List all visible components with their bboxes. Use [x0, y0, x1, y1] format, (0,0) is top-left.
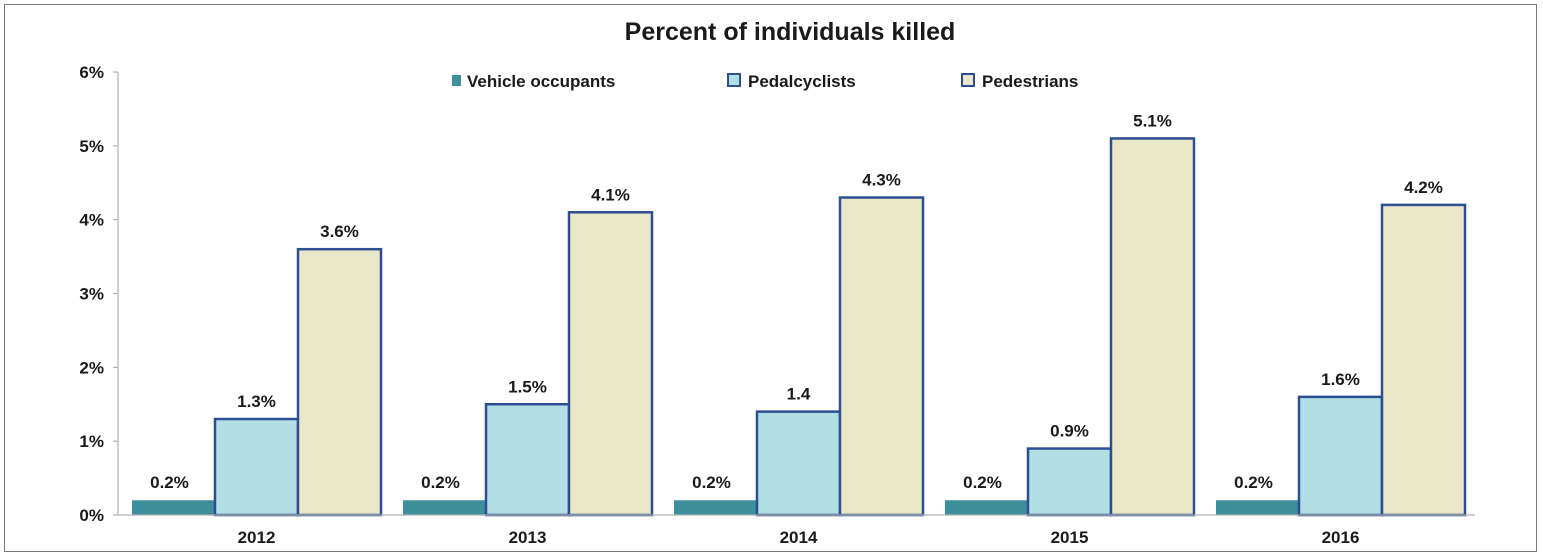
legend-label: Pedalcyclists — [748, 72, 856, 91]
pedalcyclists-bar — [1026, 447, 1113, 517]
pedestrians-bar — [1380, 203, 1467, 517]
pedalcyclists-label: 0.9% — [1050, 422, 1089, 441]
bar-labels: 0.2% 1.3% 3.6% 0.2% 1.5% 4.1% 0.2% 1.4 4.3% 0.2% 0… — [150, 111, 1443, 492]
pedestrians-bar — [567, 211, 654, 517]
pedestrians-label: 5.1% — [1133, 111, 1172, 130]
vehicle-occupants-label: 0.2% — [150, 473, 189, 492]
legend-label: Vehicle occupants — [467, 72, 615, 91]
pedalcyclists-bar — [755, 410, 842, 517]
vehicle-occupants-bar — [945, 500, 1028, 515]
y-tick-label: 0% — [79, 506, 104, 525]
x-tick-label: 2013 — [509, 528, 547, 547]
x-axis: 2012 2013 2014 2015 2016 — [118, 514, 1475, 547]
legend-swatch — [727, 73, 741, 87]
pedestrians-label: 3.6% — [320, 222, 359, 241]
pedalcyclists-label: 1.3% — [237, 392, 276, 411]
bars — [132, 137, 1467, 517]
legend-vehicle-occupants: Vehicle occupants — [452, 72, 615, 91]
y-tick-label: 3% — [79, 285, 104, 304]
vehicle-occupants-label: 0.2% — [421, 473, 460, 492]
pedestrians-label: 4.3% — [862, 171, 901, 190]
y-axis: 0% 1% 2% 3% 4% 5% 6% — [79, 63, 119, 525]
vehicle-occupants-label: 0.2% — [963, 473, 1002, 492]
legend-pedalcyclists: Pedalcyclists — [727, 72, 856, 91]
legend-pedestrians: Pedestrians — [961, 72, 1078, 91]
pedalcyclists-bar — [484, 403, 571, 517]
pedestrians-bar — [838, 196, 925, 517]
pedalcyclists-label: 1.6% — [1321, 370, 1360, 389]
x-tick-label: 2012 — [238, 528, 276, 547]
legend-swatch — [961, 73, 975, 87]
pedestrians-bar — [1109, 137, 1196, 517]
y-tick-label: 6% — [79, 63, 104, 82]
vehicle-occupants-label: 0.2% — [1234, 473, 1273, 492]
vehicle-occupants-bar — [1216, 500, 1299, 515]
pedestrians-bar — [296, 247, 383, 517]
vehicle-occupants-label: 0.2% — [692, 473, 731, 492]
vehicle-occupants-bar — [403, 500, 486, 515]
y-tick-label: 4% — [79, 211, 104, 230]
x-tick-label: 2015 — [1051, 528, 1089, 547]
pedalcyclists-bar — [213, 417, 300, 517]
vehicle-occupants-bar — [674, 500, 757, 515]
vehicle-occupants-bar — [132, 500, 215, 515]
pedalcyclists-bar — [1297, 395, 1384, 517]
pedalcyclists-label: 1.4 — [787, 385, 811, 404]
x-tick-label: 2016 — [1322, 528, 1360, 547]
pedestrians-label: 4.1% — [591, 185, 630, 204]
pedalcyclists-label: 1.5% — [508, 377, 547, 396]
chart-title: Percent of individuals killed — [625, 18, 956, 46]
legend-swatch — [452, 75, 461, 86]
legend-label: Pedestrians — [982, 72, 1078, 91]
legend: Vehicle occupants Pedalcyclists Pedestrian… — [452, 72, 1078, 91]
x-tick-label: 2014 — [780, 528, 818, 547]
y-tick-label: 5% — [79, 137, 104, 156]
y-tick-label: 2% — [79, 358, 104, 377]
y-tick-label: 1% — [79, 432, 104, 451]
pedestrians-label: 4.2% — [1404, 178, 1443, 197]
